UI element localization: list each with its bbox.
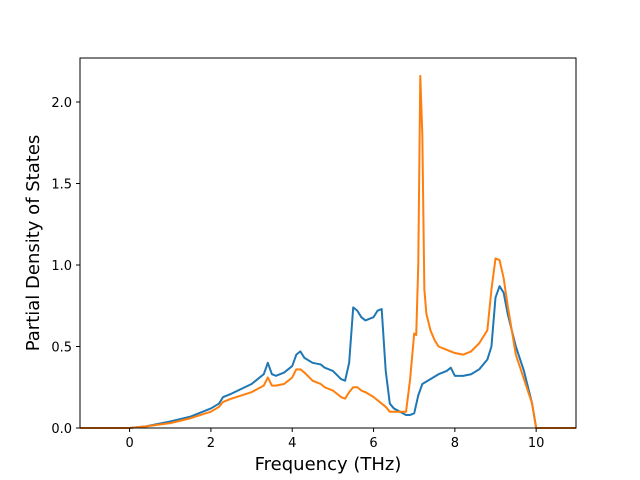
x-tick-label: 10: [528, 436, 545, 451]
y-tick-label: 0.0: [51, 422, 72, 437]
x-axis-ticks: 0 2 4 6 8 10: [125, 428, 544, 451]
y-tick-label: 1.0: [51, 259, 72, 274]
y-axis-label: Partial Density of States: [23, 135, 44, 352]
series-line-1: [80, 285, 576, 429]
x-tick-label: 2: [207, 436, 215, 451]
y-tick-label: 0.5: [51, 341, 72, 356]
x-tick-label: 6: [369, 436, 377, 451]
y-tick-label: 1.5: [51, 178, 72, 193]
series-line-2: [80, 74, 576, 429]
series-layer: [80, 74, 576, 429]
plot-frame: [79, 57, 577, 429]
x-axis-label: Frequency (THz): [255, 454, 402, 475]
x-tick-label: 4: [288, 436, 296, 451]
y-axis-ticks: 0.0 0.5 1.0 1.5 2.0: [51, 96, 80, 437]
y-tick-label: 2.0: [51, 96, 72, 111]
x-tick-label: 0: [125, 436, 133, 451]
plot-area: [80, 58, 576, 428]
x-tick-label: 8: [451, 436, 459, 451]
